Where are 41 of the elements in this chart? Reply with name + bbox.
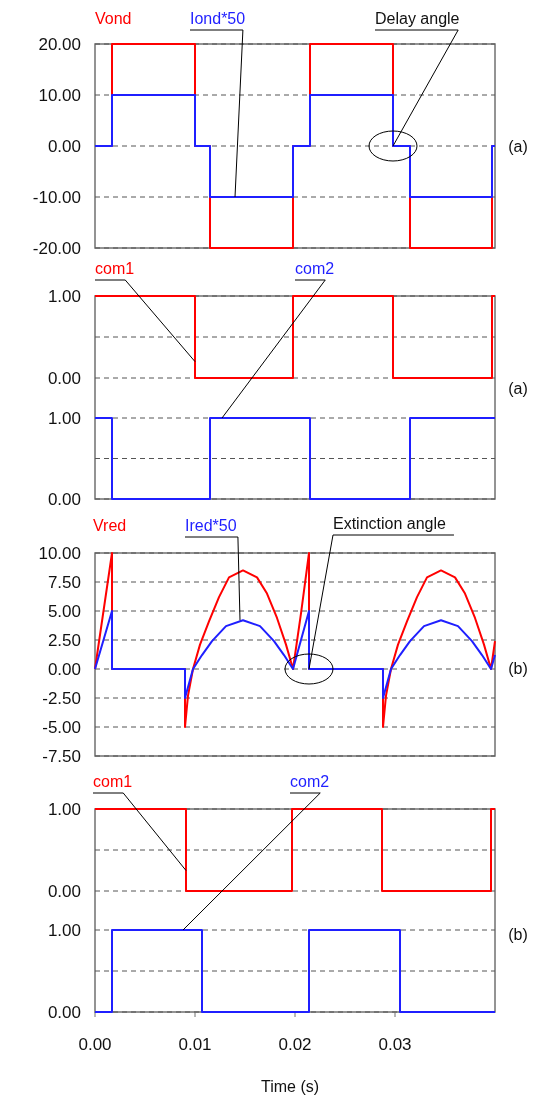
text: Ired*50 <box>185 517 237 534</box>
line-series <box>94 610 496 699</box>
series-label: com1 <box>95 260 135 277</box>
x-tick-label: 0.01 <box>178 1035 212 1054</box>
x-tick-label: 0.03 <box>378 1035 412 1054</box>
y-tick-label: 0.00 <box>47 659 81 679</box>
x-tick-label: 0.00 <box>78 1035 112 1054</box>
x-axis-title: Time (s) <box>260 1078 320 1095</box>
y-tick-label: 0.00 <box>47 136 81 156</box>
y-tick-label: 10.00 <box>38 85 81 105</box>
y-tick-label: 1.00 <box>47 920 81 940</box>
series-label: Vred <box>93 517 127 534</box>
text: (a) <box>508 379 528 397</box>
y-tick-label: 7.50 <box>47 572 81 592</box>
text: com2 <box>290 773 330 790</box>
annotation: Delay angle <box>375 10 460 27</box>
y-tick-label: -5.00 <box>42 717 81 737</box>
y-tick-label: -7.50 <box>42 746 81 766</box>
text: (a) <box>508 137 528 155</box>
y-tick-label: 20.00 <box>38 34 81 54</box>
x-tick-label: 0.02 <box>278 1035 312 1054</box>
y-tick-label: 0.00 <box>47 489 81 509</box>
text: (b) <box>508 659 528 677</box>
y-tick-label: -10.00 <box>32 187 81 207</box>
text: (b) <box>508 925 528 943</box>
y-tick-label: 2.50 <box>47 630 81 650</box>
y-tick-label: 0.00 <box>47 1002 81 1022</box>
y-tick-label: -20.00 <box>32 238 81 258</box>
series-label: Vond <box>95 10 132 27</box>
y-tick-label: 1.00 <box>47 799 81 819</box>
y-tick-label: 10.00 <box>38 543 81 563</box>
series-label: com1 <box>93 773 133 790</box>
text: com2 <box>295 260 335 277</box>
y-tick-label: -2.50 <box>42 688 81 708</box>
y-tick-label: 0.00 <box>47 368 81 388</box>
annotation: Extinction angle <box>333 515 447 532</box>
y-tick-label: 0.00 <box>47 881 81 901</box>
y-tick-label: 1.00 <box>47 408 81 428</box>
y-tick-label: 1.00 <box>47 286 81 306</box>
text: Iond*50 <box>190 10 246 27</box>
y-tick-label: 5.00 <box>47 601 81 621</box>
